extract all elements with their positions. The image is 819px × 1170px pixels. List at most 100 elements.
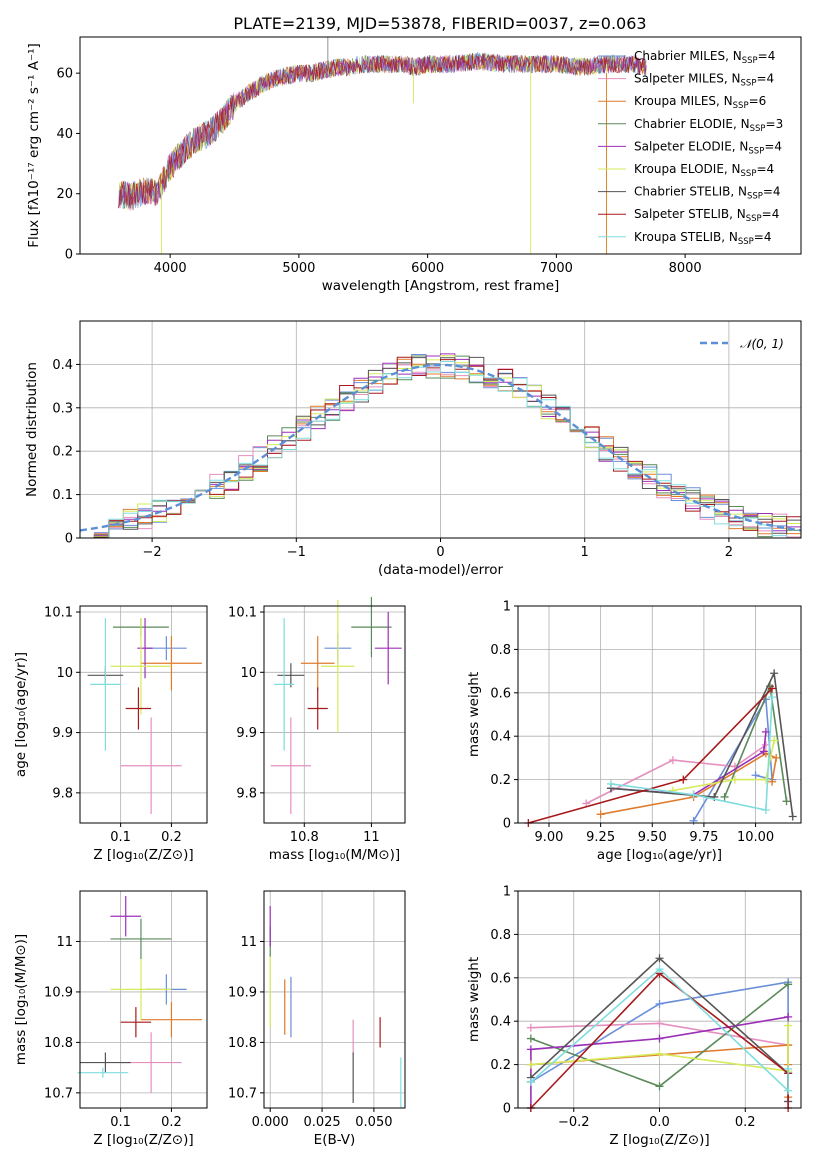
panel-age_vs_Z: 0.1 0.2 9.8 9.9 10 10.1 Z [log₁₀(Z/Z⊙)] age [lo…	[13, 605, 208, 863]
weight-point-marker	[772, 753, 781, 762]
weight-point-marker	[689, 816, 698, 825]
panel-mass_vs_ebv: 0.000 0.025 0.050 10.7 10.8 10.9 11 E(B-V)	[228, 890, 406, 1148]
plot-area-mass_vs_ebv	[269, 906, 402, 1108]
spectrum-line	[118, 53, 647, 209]
y-tick-label: 0.4	[490, 1015, 511, 1030]
x-tick-label: 0.2	[161, 830, 182, 845]
weight-point-marker	[596, 810, 605, 819]
y-tick-label: 1	[503, 600, 511, 615]
y-tick-label: 60	[56, 67, 73, 82]
y-tick-label: 10.1	[228, 606, 257, 621]
weight-point-marker	[784, 980, 793, 989]
y-tick-label: 10.9	[44, 985, 73, 1000]
plot-area-residuals	[79, 353, 802, 539]
x-tick-label: 0.050	[355, 1115, 392, 1130]
y-tick-label: 11	[240, 935, 257, 950]
x-tick-label: 10.8	[290, 830, 319, 845]
y-tick-label: 0	[503, 1102, 511, 1117]
y-axis-label: age [log₁₀(age/yr)]	[13, 652, 29, 777]
panel-spectrum: 4000 5000 6000 7000 8000 0 20 40 60 wavelength [A…	[26, 36, 802, 294]
legend-entry: Salpeter MILES, NSSP=4	[634, 72, 774, 89]
y-tick-label: 10.8	[44, 1036, 73, 1051]
weight-point-marker	[526, 1060, 535, 1069]
y-axis-label: Normed distribution	[24, 362, 40, 497]
weight-series-line	[672, 740, 775, 792]
y-tick-label: 9.8	[236, 786, 257, 801]
x-tick-label: 4000	[154, 261, 187, 276]
x-axis-label: Z [log₁₀(Z/Z⊙)]	[609, 1132, 709, 1148]
panel-weight_vs_Z: −0.2 0.0 0.2 0 0.2 0.4 0.6 0.8 1 Z [log₁₀(Z/Z⊙)] m…	[466, 885, 802, 1148]
legend-entry: 𝒩(0, 1)	[740, 337, 784, 351]
x-tick-label: 9.00	[535, 830, 564, 845]
legend-entry: Salpeter STELIB, NSSP=4	[634, 207, 779, 224]
legend-entry: Kroupa STELIB, NSSP=4	[634, 230, 772, 247]
weight-point-marker	[759, 747, 768, 756]
y-tick-label: 0.6	[490, 971, 511, 986]
y-tick-label: 0.2	[52, 445, 73, 460]
plot-area-age_vs_Z	[87, 618, 202, 814]
x-tick-label: 0.025	[303, 1115, 340, 1130]
y-tick-label: 11	[56, 935, 73, 950]
y-axis-label: mass weight	[466, 957, 482, 1042]
x-tick-label: 0.2	[161, 1115, 182, 1130]
plot-area-age_vs_mass	[270, 596, 402, 814]
weight-point-marker	[751, 771, 760, 780]
weight-point-marker	[770, 736, 779, 745]
y-tick-label: 0.4	[52, 358, 73, 373]
weight-point-marker	[782, 797, 791, 806]
y-tick-label: 0	[65, 248, 73, 263]
y-tick-label: 0.4	[490, 730, 511, 745]
normal-curve	[79, 363, 802, 532]
x-tick-label: 7000	[540, 261, 573, 276]
weight-point-marker	[526, 1034, 535, 1043]
y-tick-label: 10.9	[228, 985, 257, 1000]
x-tick-label: 10.00	[737, 830, 774, 845]
y-tick-label: 40	[56, 127, 73, 142]
y-tick-label: 0	[503, 817, 511, 832]
x-axis-label: mass [log₁₀(M/M⊙)]	[269, 847, 400, 863]
panel-weight_vs_age: 9.00 9.25 9.50 9.75 10.00 0 0.2 0.4 0.6 0.8 1 age […	[466, 600, 802, 863]
x-tick-label: 0.1	[110, 1115, 131, 1130]
legend-entry: Chabrier STELIB, NSSP=4	[634, 185, 781, 202]
x-axis-label: Z [log₁₀(Z/Z⊙)]	[93, 847, 193, 863]
x-tick-label: 0	[436, 545, 444, 560]
weight-point-marker	[784, 1021, 793, 1030]
x-axis-label: wavelength [Angstrom, rest frame]	[322, 278, 560, 294]
y-tick-label: 0.2	[490, 773, 511, 788]
y-axis-label: Flux [fλ10⁻¹⁷ erg cm⁻² s⁻¹ A⁻¹]	[26, 43, 42, 248]
weight-point-marker	[784, 1012, 793, 1021]
weight-point-marker	[655, 1034, 664, 1043]
plot-area-spectrum	[118, 37, 647, 254]
weight-point-marker	[655, 1082, 664, 1091]
axes-frame	[517, 605, 802, 824]
weight-point-marker	[730, 775, 739, 784]
y-tick-label: 9.9	[236, 726, 257, 741]
weight-point-marker	[768, 777, 777, 786]
x-tick-label: −1	[287, 545, 306, 560]
weight-point-marker	[768, 693, 777, 702]
panel-age_vs_mass: 10.8 11 9.8 9.9 10 10.1 mass [log₁₀(M/M⊙)]	[228, 596, 406, 863]
y-tick-label: 10.1	[44, 606, 73, 621]
weight-point-marker	[784, 1064, 793, 1073]
y-tick-label: 9.9	[52, 726, 73, 741]
y-tick-label: 0.1	[52, 488, 73, 503]
y-tick-label: 10	[240, 666, 257, 681]
weight-point-marker	[606, 779, 615, 788]
weight-series-line	[610, 697, 773, 811]
weight-point-marker	[655, 1019, 664, 1028]
x-tick-label: 0.0	[649, 1115, 670, 1130]
x-axis-label: (data-model)/error	[378, 562, 504, 578]
plot-area-weight_vs_Z	[526, 954, 793, 1112]
legend-entry: Chabrier MILES, NSSP=4	[634, 49, 775, 66]
weight-point-marker	[761, 775, 770, 784]
x-tick-label: 6000	[411, 261, 444, 276]
y-tick-label: 10.7	[44, 1086, 73, 1101]
weight-point-marker	[526, 1077, 535, 1086]
x-tick-label: 11	[363, 830, 380, 845]
legend-entry: Salpeter ELODIE, NSSP=4	[634, 139, 782, 156]
plot-area-weight_vs_age	[524, 669, 797, 827]
weight-series-line	[610, 670, 794, 817]
x-tick-label: 2	[725, 545, 733, 560]
y-tick-label: 0.8	[490, 928, 511, 943]
